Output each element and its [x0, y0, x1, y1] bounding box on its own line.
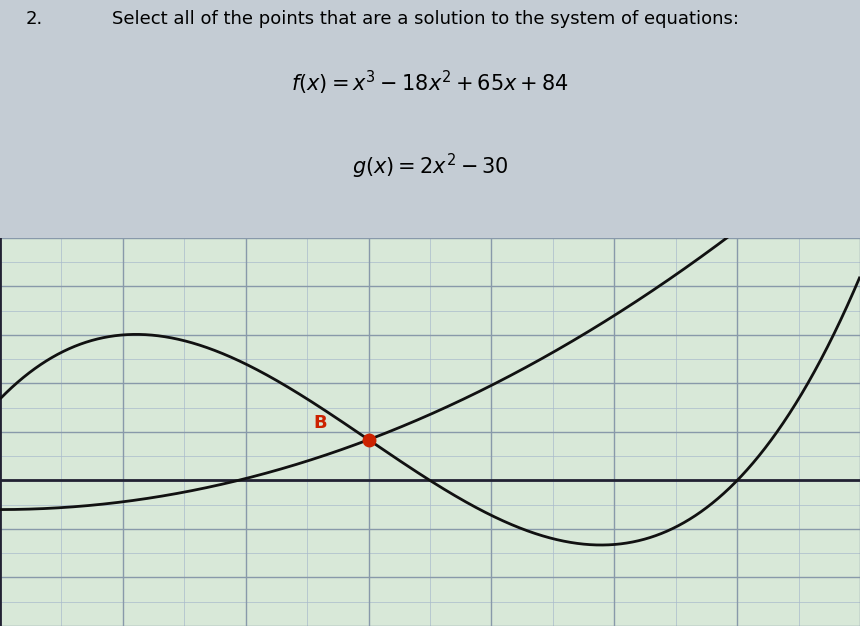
Text: $f(x) = x^3 - 18x^2 + 65x + 84$: $f(x) = x^3 - 18x^2 + 65x + 84$ [291, 69, 569, 98]
Text: Select all of the points that are a solution to the system of equations:: Select all of the points that are a solu… [112, 9, 739, 28]
Text: B: B [313, 414, 327, 432]
Text: $g(x) = 2x^2 - 30$: $g(x) = 2x^2 - 30$ [352, 152, 508, 181]
Text: 2.: 2. [26, 9, 43, 28]
